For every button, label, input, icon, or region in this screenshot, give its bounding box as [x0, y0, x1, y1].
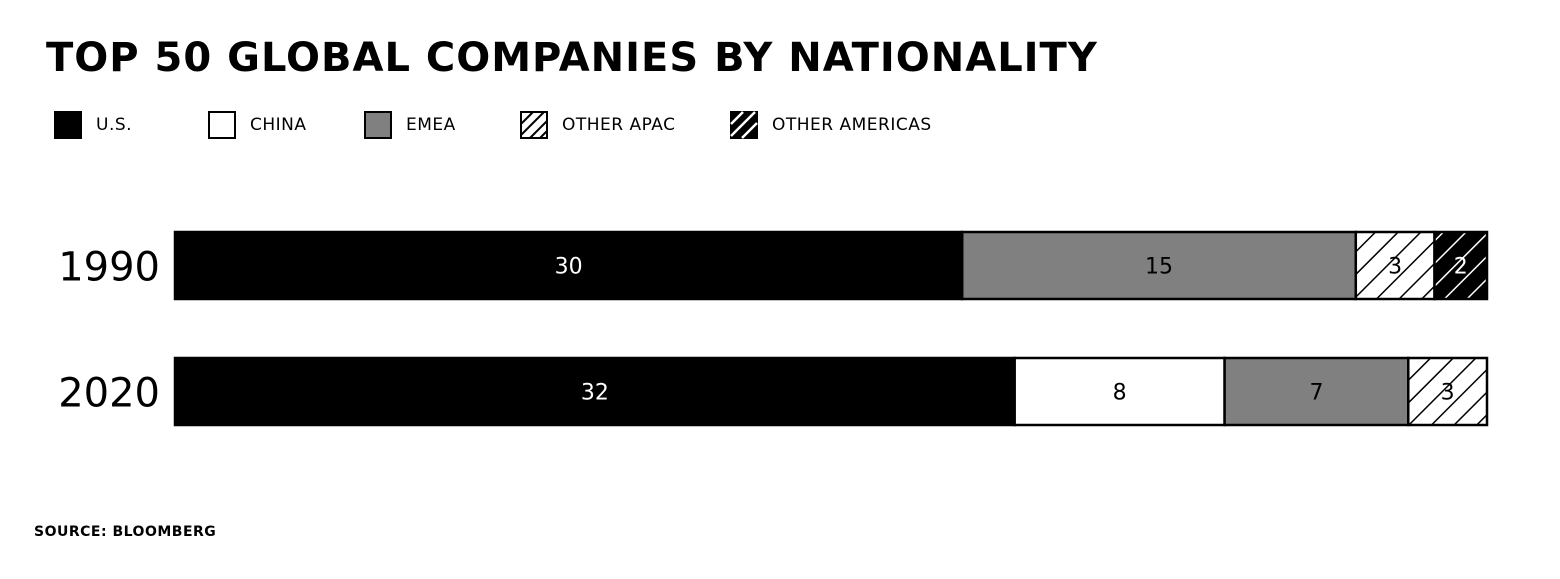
legend-swatch-us — [54, 111, 82, 139]
legend: U.S. CHINA EMEA OTHER APAC OTHER AMERICA… — [54, 110, 1054, 140]
legend-swatch-other-americas — [730, 111, 758, 139]
legend-swatch-emea — [364, 111, 392, 139]
bar-1990-other-americas — [1433, 230, 1489, 301]
legend-label-us: U.S. — [96, 115, 133, 135]
legend-item-other-americas: OTHER AMERICAS — [730, 110, 932, 140]
bar-2020-china — [1013, 356, 1226, 427]
chart-title: TOP 50 GLOBAL COMPANIES BY NATIONALITY — [46, 35, 1098, 81]
legend-label-other-americas: OTHER AMERICAS — [772, 115, 932, 135]
bar-1990-emea — [960, 230, 1358, 301]
y-tick-label-1990: 1990 — [58, 245, 160, 291]
bar-value-label-2020-u-s: 32 — [581, 381, 609, 406]
legend-item-emea: EMEA — [364, 110, 456, 140]
legend-item-us: U.S. — [54, 110, 132, 140]
legend-label-china: CHINA — [250, 115, 307, 135]
legend-item-other-apac: OTHER APAC — [520, 110, 676, 140]
bar-2020-emea — [1223, 356, 1410, 427]
bar-2020-other-apac — [1407, 356, 1489, 427]
bar-value-label-2020-china: 8 — [1113, 381, 1127, 406]
legend-swatch-other-apac — [520, 111, 548, 139]
legend-label-other-apac: OTHER APAC — [562, 115, 676, 135]
bar-value-label-2020-emea: 7 — [1309, 381, 1323, 406]
bar-value-label-2020-other-apac: 3 — [1441, 381, 1455, 406]
bar-value-label-1990-other-americas: 2 — [1454, 255, 1468, 280]
y-tick-label-2020: 2020 — [58, 371, 160, 417]
bar-value-label-1990-emea: 15 — [1145, 255, 1173, 280]
source-note: SOURCE: BLOOMBERG — [34, 524, 217, 540]
bar-value-label-1990-other-apac: 3 — [1388, 255, 1402, 280]
legend-item-china: CHINA — [208, 110, 307, 140]
legend-label-emea: EMEA — [406, 115, 456, 135]
legend-swatch-china — [208, 111, 236, 139]
bar-value-label-1990-u-s: 30 — [555, 255, 583, 280]
